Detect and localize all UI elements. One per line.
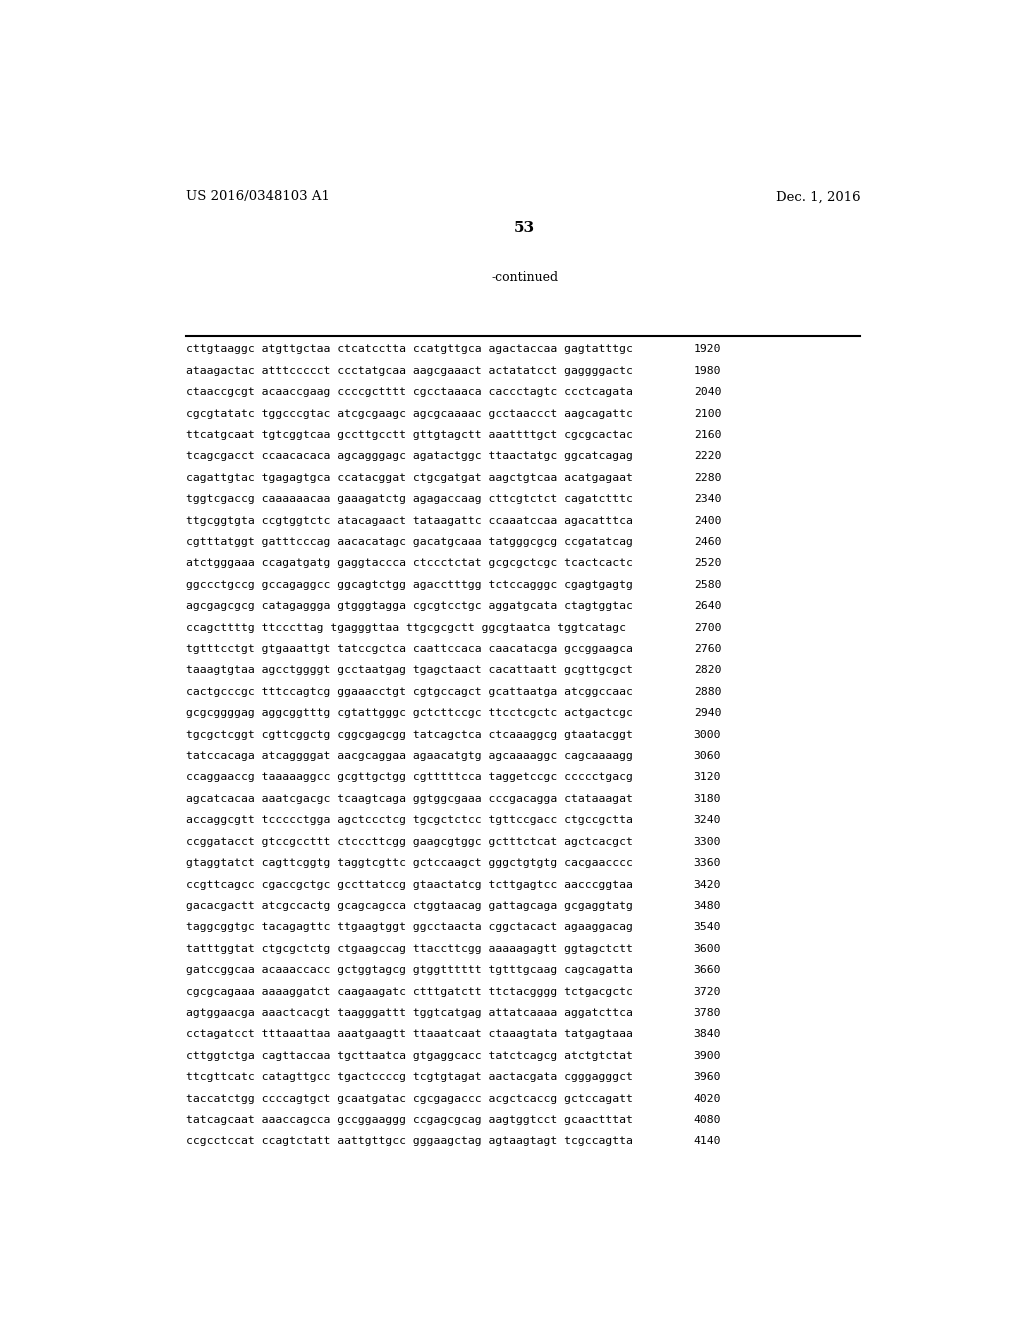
Text: 2580: 2580: [693, 579, 721, 590]
Text: cgcgtatatc tggcccgtac atcgcgaagc agcgcaaaac gcctaaccct aagcagattc: cgcgtatatc tggcccgtac atcgcgaagc agcgcaa…: [186, 409, 633, 418]
Text: ggccctgccg gccagaggcc ggcagtctgg agacctttgg tctccagggc cgagtgagtg: ggccctgccg gccagaggcc ggcagtctgg agacctt…: [186, 579, 633, 590]
Text: accaggcgtt tccccctgga agctccctcg tgcgctctcc tgttccgacc ctgccgctta: accaggcgtt tccccctgga agctccctcg tgcgctc…: [186, 816, 633, 825]
Text: gtaggtatct cagttcggtg taggtcgttc gctccaagct gggctgtgtg cacgaacccc: gtaggtatct cagttcggtg taggtcgttc gctccaa…: [186, 858, 633, 869]
Text: gacacgactt atcgccactg gcagcagcca ctggtaacag gattagcaga gcgaggtatg: gacacgactt atcgccactg gcagcagcca ctggtaa…: [186, 902, 633, 911]
Text: taccatctgg ccccagtgct gcaatgatac cgcgagaccc acgctcaccg gctccagatt: taccatctgg ccccagtgct gcaatgatac cgcgaga…: [186, 1093, 633, 1104]
Text: tgcgctcggt cgttcggctg cggcgagcgg tatcagctca ctcaaaggcg gtaatacggt: tgcgctcggt cgttcggctg cggcgagcgg tatcagc…: [186, 730, 633, 739]
Text: ttcgttcatc catagttgcc tgactccccg tcgtgtagat aactacgata cgggagggct: ttcgttcatc catagttgcc tgactccccg tcgtgta…: [186, 1072, 633, 1082]
Text: Dec. 1, 2016: Dec. 1, 2016: [776, 190, 860, 203]
Text: 3300: 3300: [693, 837, 721, 846]
Text: 3720: 3720: [693, 986, 721, 997]
Text: tcagcgacct ccaacacaca agcagggagc agatactggc ttaactatgc ggcatcagag: tcagcgacct ccaacacaca agcagggagc agatact…: [186, 451, 633, 462]
Text: 2820: 2820: [693, 665, 721, 676]
Text: ttgcggtgta ccgtggtctc atacagaact tataagattc ccaaatccaa agacatttca: ttgcggtgta ccgtggtctc atacagaact tataaga…: [186, 516, 633, 525]
Text: atctgggaaa ccagatgatg gaggtaccca ctccctctat gcgcgctcgc tcactcactc: atctgggaaa ccagatgatg gaggtaccca ctccctc…: [186, 558, 633, 569]
Text: ccgttcagcc cgaccgctgc gccttatccg gtaactatcg tcttgagtcc aacccggtaa: ccgttcagcc cgaccgctgc gccttatccg gtaacta…: [186, 879, 633, 890]
Text: agcatcacaa aaatcgacgc tcaagtcaga ggtggcgaaa cccgacagga ctataaagat: agcatcacaa aaatcgacgc tcaagtcaga ggtggcg…: [186, 793, 633, 804]
Text: cttgtaaggc atgttgctaa ctcatcctta ccatgttgca agactaccaa gagtatttgc: cttgtaaggc atgttgctaa ctcatcctta ccatgtt…: [186, 345, 633, 354]
Text: tatttggtat ctgcgctctg ctgaagccag ttaccttcgg aaaaagagtt ggtagctctt: tatttggtat ctgcgctctg ctgaagccag ttacctt…: [186, 944, 633, 954]
Text: 3360: 3360: [693, 858, 721, 869]
Text: 2220: 2220: [693, 451, 721, 462]
Text: 2940: 2940: [693, 709, 721, 718]
Text: 3780: 3780: [693, 1008, 721, 1018]
Text: agtggaacga aaactcacgt taagggattt tggtcatgag attatcaaaa aggatcttca: agtggaacga aaactcacgt taagggattt tggtcat…: [186, 1008, 633, 1018]
Text: 2400: 2400: [693, 516, 721, 525]
Text: 2640: 2640: [693, 601, 721, 611]
Text: 3600: 3600: [693, 944, 721, 954]
Text: ttcatgcaat tgtcggtcaa gccttgcctt gttgtagctt aaattttgct cgcgcactac: ttcatgcaat tgtcggtcaa gccttgcctt gttgtag…: [186, 430, 633, 440]
Text: 2880: 2880: [693, 686, 721, 697]
Text: 3180: 3180: [693, 793, 721, 804]
Text: 3240: 3240: [693, 816, 721, 825]
Text: ccagcttttg ttcccttag tgagggttaa ttgcgcgctt ggcgtaatca tggtcatagc: ccagcttttg ttcccttag tgagggttaa ttgcgcgc…: [186, 623, 626, 632]
Text: 3540: 3540: [693, 923, 721, 932]
Text: 3060: 3060: [693, 751, 721, 762]
Text: US 2016/0348103 A1: US 2016/0348103 A1: [186, 190, 330, 203]
Text: tatcagcaat aaaccagcca gccggaaggg ccgagcgcag aagtggtcct gcaactttat: tatcagcaat aaaccagcca gccggaaggg ccgagcg…: [186, 1115, 633, 1125]
Text: 3420: 3420: [693, 879, 721, 890]
Text: 1920: 1920: [693, 345, 721, 354]
Text: ccgcctccat ccagtctatt aattgttgcc gggaagctag agtaagtagt tcgccagtta: ccgcctccat ccagtctatt aattgttgcc gggaagc…: [186, 1137, 633, 1146]
Text: 2040: 2040: [693, 387, 721, 397]
Text: 53: 53: [514, 220, 536, 235]
Text: 3840: 3840: [693, 1030, 721, 1039]
Text: taaagtgtaa agcctggggt gcctaatgag tgagctaact cacattaatt gcgttgcgct: taaagtgtaa agcctggggt gcctaatgag tgagcta…: [186, 665, 633, 676]
Text: 2520: 2520: [693, 558, 721, 569]
Text: 4080: 4080: [693, 1115, 721, 1125]
Text: cctagatcct tttaaattaa aaatgaagtt ttaaatcaat ctaaagtata tatgagtaaa: cctagatcct tttaaattaa aaatgaagtt ttaaatc…: [186, 1030, 633, 1039]
Text: agcgagcgcg catagaggga gtgggtagga cgcgtcctgc aggatgcata ctagtggtac: agcgagcgcg catagaggga gtgggtagga cgcgtcc…: [186, 601, 633, 611]
Text: 3480: 3480: [693, 902, 721, 911]
Text: 2160: 2160: [693, 430, 721, 440]
Text: 2340: 2340: [693, 494, 721, 504]
Text: cttggtctga cagttaccaa tgcttaatca gtgaggcacc tatctcagcg atctgtctat: cttggtctga cagttaccaa tgcttaatca gtgaggc…: [186, 1051, 633, 1061]
Text: 2280: 2280: [693, 473, 721, 483]
Text: tatccacaga atcaggggat aacgcaggaa agaacatgtg agcaaaaggc cagcaaaagg: tatccacaga atcaggggat aacgcaggaa agaacat…: [186, 751, 633, 762]
Text: -continued: -continued: [492, 271, 558, 284]
Text: 4140: 4140: [693, 1137, 721, 1146]
Text: 3660: 3660: [693, 965, 721, 975]
Text: ataagactac atttccccct ccctatgcaa aagcgaaact actatatcct gaggggactc: ataagactac atttccccct ccctatgcaa aagcgaa…: [186, 366, 633, 376]
Text: 2100: 2100: [693, 409, 721, 418]
Text: cactgcccgc tttccagtcg ggaaacctgt cgtgccagct gcattaatga atcggccaac: cactgcccgc tttccagtcg ggaaacctgt cgtgcca…: [186, 686, 633, 697]
Text: gcgcggggag aggcggtttg cgtattgggc gctcttccgc ttcctcgctc actgactcgc: gcgcggggag aggcggtttg cgtattgggc gctcttc…: [186, 709, 633, 718]
Text: cagattgtac tgagagtgca ccatacggat ctgcgatgat aagctgtcaa acatgagaat: cagattgtac tgagagtgca ccatacggat ctgcgat…: [186, 473, 633, 483]
Text: 2760: 2760: [693, 644, 721, 653]
Text: ccggatacct gtccgccttt ctcccttcgg gaagcgtggc gctttctcat agctcacgct: ccggatacct gtccgccttt ctcccttcgg gaagcgt…: [186, 837, 633, 846]
Text: 2460: 2460: [693, 537, 721, 546]
Text: 3000: 3000: [693, 730, 721, 739]
Text: taggcggtgc tacagagttc ttgaagtggt ggcctaacta cggctacact agaaggacag: taggcggtgc tacagagttc ttgaagtggt ggcctaa…: [186, 923, 633, 932]
Text: tgtttcctgt gtgaaattgt tatccgctca caattccaca caacatacga gccggaagca: tgtttcctgt gtgaaattgt tatccgctca caattcc…: [186, 644, 633, 653]
Text: ctaaccgcgt acaaccgaag ccccgctttt cgcctaaaca caccctagtc ccctcagata: ctaaccgcgt acaaccgaag ccccgctttt cgcctaa…: [186, 387, 633, 397]
Text: 1980: 1980: [693, 366, 721, 376]
Text: 2700: 2700: [693, 623, 721, 632]
Text: 3900: 3900: [693, 1051, 721, 1061]
Text: cgcgcagaaa aaaaggatct caagaagatc ctttgatctt ttctacgggg tctgacgctc: cgcgcagaaa aaaaggatct caagaagatc ctttgat…: [186, 986, 633, 997]
Text: 4020: 4020: [693, 1093, 721, 1104]
Text: gatccggcaa acaaaccacc gctggtagcg gtggtttttt tgtttgcaag cagcagatta: gatccggcaa acaaaccacc gctggtagcg gtggttt…: [186, 965, 633, 975]
Text: ccaggaaccg taaaaaggcc gcgttgctgg cgtttttcca taggetccgc ccccctgacg: ccaggaaccg taaaaaggcc gcgttgctgg cgttttt…: [186, 772, 633, 783]
Text: cgtttatggt gatttcccag aacacatagc gacatgcaaa tatgggcgcg ccgatatcag: cgtttatggt gatttcccag aacacatagc gacatgc…: [186, 537, 633, 546]
Text: 3120: 3120: [693, 772, 721, 783]
Text: tggtcgaccg caaaaaacaa gaaagatctg agagaccaag cttcgtctct cagatctttc: tggtcgaccg caaaaaacaa gaaagatctg agagacc…: [186, 494, 633, 504]
Text: 3960: 3960: [693, 1072, 721, 1082]
